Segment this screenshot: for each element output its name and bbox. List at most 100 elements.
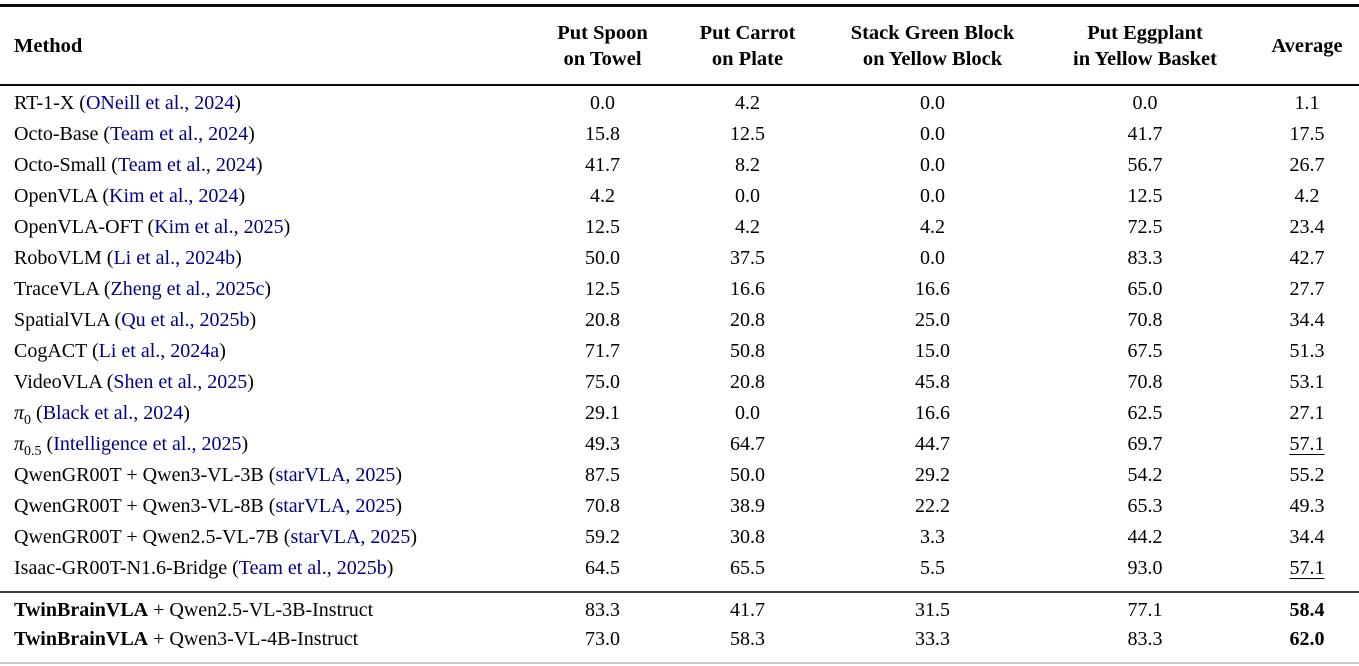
- value-cell: 16.6: [915, 402, 950, 424]
- average-cell: 58.4: [1289, 599, 1325, 621]
- table-row: π0 Black et al., 2024 29.1 0.0 16.6 62.5 27.1: [0, 398, 1359, 429]
- column-header-line: on Plate: [711, 48, 784, 70]
- method-name: TraceVLA: [14, 278, 99, 300]
- citation: Kim et al., 2025: [143, 216, 291, 238]
- table-row: π0.5 Intelligence et al., 2025 49.3 64.7 44.…: [0, 429, 1359, 460]
- column-header-spoon: Put Spoon on Towel: [540, 20, 665, 72]
- citation: ONeill et al., 2024: [74, 92, 241, 114]
- table-row: QwenGR00T + Qwen3-VL-8B starVLA, 2025 70.8…: [0, 491, 1359, 522]
- method-name: QwenGR00T + Qwen3-VL-3B: [14, 464, 264, 486]
- citation: starVLA, 2025: [264, 495, 402, 517]
- citation-link[interactable]: Team et al., 2024: [110, 123, 249, 145]
- table-row: SpatialVLA Qu et al., 2025b 20.8 20.8 25.0 70…: [0, 305, 1359, 336]
- method-variant: + Qwen2.5-VL-3B-Instruct: [148, 599, 374, 621]
- average-cell: 34.4: [1289, 309, 1325, 331]
- method-name: TwinBrainVLA: [14, 628, 149, 650]
- value-cell: 15.8: [585, 123, 620, 145]
- value-cell: 0.0: [920, 123, 945, 145]
- value-cell: 56.7: [1127, 154, 1163, 176]
- value-cell: 0.0: [920, 154, 945, 176]
- average-cell: 34.4: [1289, 526, 1325, 548]
- citation: Shen et al., 2025: [102, 371, 254, 393]
- value-cell: 16.6: [915, 278, 950, 300]
- method-name: Octo-Base: [14, 123, 99, 145]
- section-rule: [0, 591, 1359, 593]
- method-cell: CogACT Li et al., 2024a: [0, 340, 540, 363]
- value-cell: 16.6: [730, 278, 765, 300]
- column-header-line: on Yellow Block: [862, 48, 1003, 70]
- value-cell: 29.1: [585, 402, 620, 424]
- bottom-rule: [0, 662, 1359, 664]
- value-cell: 45.8: [915, 371, 950, 393]
- method-cell: QwenGR00T + Qwen2.5-VL-7B starVLA, 2025: [0, 526, 540, 549]
- citation-link[interactable]: Zheng et al., 2025c: [110, 278, 265, 300]
- value-cell: 0.0: [920, 92, 945, 114]
- citation: Black et al., 2024: [31, 402, 190, 424]
- column-header-average: Average: [1255, 33, 1359, 59]
- citation-link[interactable]: Intelligence et al., 2025: [53, 433, 242, 455]
- method-name: QwenGR00T + Qwen2.5-VL-7B: [14, 526, 279, 548]
- citation-link[interactable]: Kim et al., 2025: [154, 216, 284, 238]
- value-cell: 83.3: [1127, 628, 1163, 650]
- method-cell: RT-1-X ONeill et al., 2024: [0, 92, 540, 115]
- citation: Team et al., 2024: [106, 154, 262, 176]
- citation-link[interactable]: Team et al., 2024: [117, 154, 256, 176]
- value-cell: 12.5: [1127, 185, 1163, 207]
- method-name: Isaac-GR00T-N1.6-Bridge: [14, 557, 228, 579]
- value-cell: 65.5: [730, 557, 765, 579]
- average-cell: 57.1: [1289, 433, 1325, 455]
- column-header-line: Put Eggplant: [1087, 22, 1203, 44]
- value-cell: 0.0: [590, 92, 615, 114]
- method-cell: OpenVLA-OFT Kim et al., 2025: [0, 216, 540, 239]
- value-cell: 0.0: [1132, 92, 1158, 114]
- method-name: OpenVLA-OFT: [14, 216, 143, 238]
- method-variant: + Qwen3-VL-4B-Instruct: [148, 628, 359, 650]
- column-header-carrot: Put Carrot on Plate: [665, 20, 830, 72]
- method-cell: OpenVLA Kim et al., 2024: [0, 185, 540, 208]
- column-header-line: Put Spoon: [557, 22, 648, 44]
- value-cell: 62.5: [1127, 402, 1163, 424]
- value-cell: 38.9: [730, 495, 765, 517]
- value-cell: 20.8: [730, 309, 765, 331]
- value-cell: 0.0: [735, 402, 760, 424]
- average-cell: 1.1: [1294, 92, 1320, 114]
- method-name: RT-1-X: [14, 92, 75, 114]
- citation-link[interactable]: Kim et al., 2024: [109, 185, 239, 207]
- value-cell: 0.0: [920, 185, 945, 207]
- value-cell: 12.5: [585, 216, 620, 238]
- value-cell: 65.3: [1127, 495, 1163, 517]
- table-body: RT-1-X ONeill et al., 2024 0.0 4.2 0.0 0.0 1.1…: [0, 88, 1359, 584]
- average-cell: 27.1: [1289, 402, 1325, 424]
- table-row: Isaac-GR00T-N1.6-Bridge Team et al., 2025…: [0, 553, 1359, 584]
- value-cell: 70.8: [1127, 371, 1163, 393]
- value-cell: 50.8: [730, 340, 765, 362]
- citation: Team et al., 2025b: [227, 557, 393, 579]
- value-cell: 41.7: [585, 154, 620, 176]
- header-rule: [0, 84, 1359, 86]
- value-cell: 0.0: [735, 185, 760, 207]
- value-cell: 30.8: [730, 526, 765, 548]
- citation-link[interactable]: starVLA, 2025: [275, 495, 396, 517]
- citation-link[interactable]: Li et al., 2024a: [98, 340, 220, 362]
- citation-link[interactable]: starVLA, 2025: [275, 464, 396, 486]
- citation-link[interactable]: ONeill et al., 2024: [85, 92, 235, 114]
- value-cell: 31.5: [915, 599, 950, 621]
- value-cell: 64.5: [585, 557, 620, 579]
- citation-link[interactable]: Black et al., 2024: [42, 402, 184, 424]
- citation-link[interactable]: Qu et al., 2025b: [121, 309, 250, 331]
- value-cell: 22.2: [915, 495, 950, 517]
- citation-link[interactable]: Team et al., 2025b: [238, 557, 387, 579]
- citation: Li et al., 2024b: [102, 247, 242, 269]
- method-name: SpatialVLA: [14, 309, 110, 331]
- value-cell: 54.2: [1127, 464, 1163, 486]
- average-cell: 42.7: [1289, 247, 1325, 269]
- method-subscript: 0: [24, 413, 32, 428]
- value-cell: 29.2: [915, 464, 950, 486]
- citation: Qu et al., 2025b: [110, 309, 257, 331]
- citation-link[interactable]: Li et al., 2024b: [113, 247, 236, 269]
- table-row: TwinBrainVLA + Qwen3-VL-4B-Instruct 73.0 5…: [0, 625, 1359, 654]
- citation-link[interactable]: Shen et al., 2025: [113, 371, 248, 393]
- citation-link[interactable]: starVLA, 2025: [290, 526, 411, 548]
- method-cell: TraceVLA Zheng et al., 2025c: [0, 278, 540, 301]
